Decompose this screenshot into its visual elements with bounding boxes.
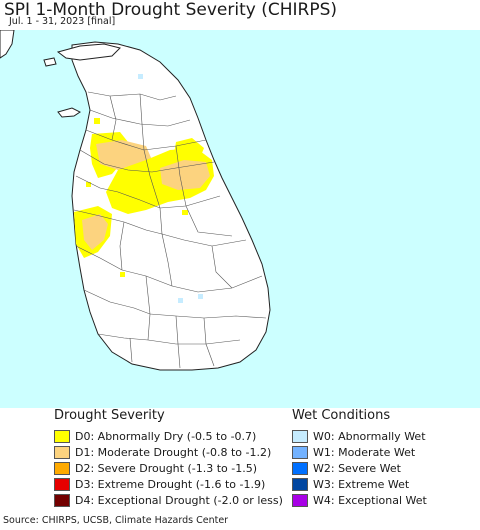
legend-item-w4: W4: Exceptional Wet	[292, 492, 427, 508]
legend: Drought Severity D0: Abnormally Dry (-0.…	[0, 408, 480, 512]
d0-pixel	[86, 182, 91, 187]
legend-item-d1: D1: Moderate Drought (-0.8 to -1.2)	[54, 444, 283, 460]
legend-item-d3: D3: Extreme Drought (-1.6 to -1.9)	[54, 476, 283, 492]
w0-pixel	[138, 74, 143, 79]
legend-item-w1: W1: Moderate Wet	[292, 444, 427, 460]
legend-label: D1: Moderate Drought (-0.8 to -1.2)	[75, 445, 272, 459]
swatch-d3	[54, 477, 70, 491]
swatch-d1	[54, 445, 70, 459]
legend-label: W4: Exceptional Wet	[313, 493, 427, 507]
jaffna-peninsula	[56, 43, 121, 61]
drought-legend: Drought Severity D0: Abnormally Dry (-0.…	[54, 408, 283, 508]
footer: Source: CHIRPS, UCSB, Climate Hazards Ce…	[0, 512, 480, 530]
legend-label: W2: Severe Wet	[313, 461, 401, 475]
legend-label: D0: Abnormally Dry (-0.5 to -0.7)	[75, 429, 257, 443]
d1-region-westcoast	[82, 214, 108, 250]
swatch-d4	[54, 493, 70, 507]
wet-legend: Wet Conditions W0: Abnormally Wet W1: Mo…	[292, 408, 427, 508]
source-credit: Source: CHIRPS, UCSB, Climate Hazards Ce…	[3, 515, 229, 526]
swatch-d0	[54, 429, 70, 443]
legend-label: D2: Severe Drought (-1.3 to -1.5)	[75, 461, 258, 475]
map-subtitle: Jul. 1 - 31, 2023 [final]	[6, 16, 119, 28]
district-boundaries	[73, 91, 267, 369]
title-bar: SPI 1-Month Drought Severity (CHIRPS) Ju…	[0, 0, 480, 30]
legend-item-w3: W3: Extreme Wet	[292, 476, 427, 492]
d0-pixel	[182, 210, 188, 215]
d0-pixel	[120, 272, 125, 277]
d0-region-northeast	[174, 138, 204, 160]
swatch-w2	[292, 461, 308, 475]
legend-label: W0: Abnormally Wet	[313, 429, 426, 443]
w0-pixel	[198, 294, 203, 299]
swatch-w0	[292, 429, 308, 443]
map-panel[interactable]	[0, 30, 480, 408]
legend-item-d0: D0: Abnormally Dry (-0.5 to -0.7)	[54, 428, 283, 444]
drought-legend-heading: Drought Severity	[54, 408, 165, 423]
legend-item-w0: W0: Abnormally Wet	[292, 428, 427, 444]
sri-lanka-map[interactable]	[0, 30, 480, 408]
swatch-w3	[292, 477, 308, 491]
legend-label: D3: Extreme Drought (-1.6 to -1.9)	[75, 477, 266, 491]
sri-lanka-landmass	[71, 41, 271, 371]
swatch-w4	[292, 493, 308, 507]
legend-item-d2: D2: Severe Drought (-1.3 to -1.5)	[54, 460, 283, 476]
legend-label: D4: Exceptional Drought (-2.0 or less)	[75, 493, 283, 507]
legend-label: W1: Moderate Wet	[313, 445, 416, 459]
wet-legend-heading: Wet Conditions	[292, 408, 391, 423]
legend-item-w2: W2: Severe Wet	[292, 460, 427, 476]
swatch-d2	[54, 461, 70, 475]
d1-region-east	[160, 160, 210, 190]
northern-islet	[43, 57, 57, 67]
legend-label: W3: Extreme Wet	[313, 477, 410, 491]
india-coast	[0, 30, 15, 59]
legend-item-d4: D4: Exceptional Drought (-2.0 or less)	[54, 492, 283, 508]
w0-pixel	[178, 298, 183, 303]
mannar-island	[57, 107, 81, 118]
map-title: SPI 1-Month Drought Severity (CHIRPS)	[4, 0, 338, 20]
swatch-w1	[292, 445, 308, 459]
d0-pixel	[94, 118, 100, 124]
